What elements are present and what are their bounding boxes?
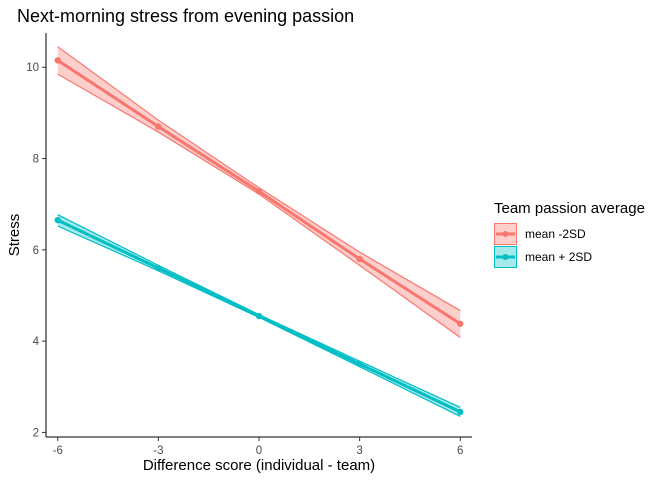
series-1 [54,214,464,417]
x-tick-label: 3 [356,445,362,457]
data-point [155,264,162,272]
x-tick-label: 0 [256,445,262,457]
data-point [54,216,61,224]
plot-area [54,46,464,417]
y-tick-label: 6 [33,245,39,257]
ribbon-lower-edge [57,225,461,417]
series-0 [54,46,464,338]
ribbon-lower-edge [57,73,461,338]
data-point [255,188,263,195]
y-axis-title: Stress [6,214,23,257]
x-axis-ticks: -6 -3 0 3 6 [53,437,463,457]
x-tick-label: 6 [457,445,463,457]
y-axis-ticks: 2 4 6 8 10 [26,62,46,439]
data-point [155,123,162,130]
data-point [356,255,363,263]
ribbon-upper-edge [57,46,461,312]
data-point [457,320,464,327]
chart-title: Next-morning stress from evening passion [17,6,354,26]
legend-key-point [502,254,509,260]
legend-key-point [502,231,509,237]
ribbon-upper-edge [57,214,461,408]
legend: Team passion average mean -2SD mean + 2SD [494,200,645,268]
y-tick-label: 4 [33,336,40,348]
legend-item: mean -2SD [494,223,586,245]
data-point [255,312,263,320]
x-axis-title: Difference score (individual - team) [143,457,375,474]
data-point [54,57,61,64]
y-tick-label: 8 [33,154,39,166]
x-tick-label: -6 [53,445,63,457]
legend-label: mean + 2SD [525,250,592,264]
y-tick-label: 2 [33,427,39,439]
legend-items: mean -2SD mean + 2SD [494,223,592,268]
legend-item: mean + 2SD [494,246,592,268]
legend-title: Team passion average [494,200,645,217]
data-point [457,408,464,416]
legend-label: mean -2SD [525,227,586,241]
x-tick-label: -3 [153,445,163,457]
data-point [356,360,363,368]
y-tick-label: 10 [26,62,39,74]
